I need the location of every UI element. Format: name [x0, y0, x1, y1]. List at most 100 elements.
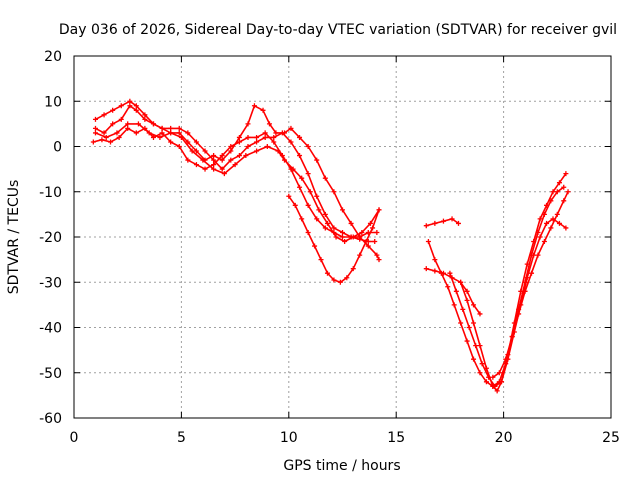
data-point-marker	[260, 107, 266, 113]
x-tick-label: 10	[280, 430, 298, 446]
data-point-marker	[290, 166, 296, 172]
data-point-marker	[477, 370, 483, 376]
x-tick-label: 5	[177, 430, 186, 446]
data-point-marker	[202, 148, 208, 154]
data-point-marker	[133, 107, 139, 113]
y-tick-label: -20	[39, 230, 62, 246]
data-point-marker	[228, 148, 234, 154]
data-point-marker	[565, 189, 571, 195]
data-point-marker	[262, 130, 268, 136]
data-point-marker	[458, 279, 464, 285]
data-point-marker	[524, 275, 530, 281]
data-point-marker	[232, 162, 238, 168]
data-point-marker	[490, 374, 496, 380]
data-point-marker	[544, 202, 550, 208]
grid	[74, 56, 611, 418]
data-point-marker	[273, 130, 279, 136]
data-point-marker	[451, 302, 457, 308]
data-point-marker	[464, 288, 470, 294]
y-tick-label: 0	[53, 140, 62, 156]
data-point-marker	[466, 325, 472, 330]
data-point-marker	[114, 130, 120, 136]
data-point-marker	[318, 257, 324, 263]
y-tick-label: 20	[44, 49, 62, 65]
data-point-marker	[333, 234, 339, 240]
data-point-marker	[176, 130, 182, 136]
data-point-marker	[245, 121, 251, 127]
y-tick-labels: -60 -50 -40 -30 -20 -10 0 10 20	[39, 49, 62, 427]
data-point-marker	[271, 134, 277, 140]
data-point-marker	[211, 153, 217, 159]
data-point-marker	[490, 383, 496, 389]
data-point-marker	[322, 225, 328, 231]
data-point-marker	[90, 139, 96, 145]
data-series-arc-4	[92, 121, 382, 245]
data-point-marker	[340, 229, 345, 235]
data-point-marker	[110, 121, 116, 127]
data-point-marker	[365, 243, 371, 249]
data-point-marker	[282, 130, 288, 136]
data-point-marker	[544, 220, 550, 226]
data-point-marker	[471, 320, 477, 326]
data-point-marker	[275, 148, 281, 154]
data-point-marker	[531, 239, 537, 245]
data-point-marker	[344, 275, 350, 281]
data-point-marker	[473, 343, 479, 349]
y-tick-label: -40	[39, 321, 62, 337]
series-trace	[94, 100, 380, 261]
data-point-marker	[243, 153, 249, 159]
data-point-marker	[157, 134, 163, 140]
data-point-marker	[453, 288, 459, 294]
data-point-marker	[460, 306, 466, 312]
data-point-marker	[254, 148, 260, 154]
data-point-marker	[185, 130, 191, 136]
x-tick-label: 15	[387, 430, 405, 446]
data-point-marker	[374, 229, 380, 235]
data-point-marker	[496, 370, 502, 376]
data-point-marker	[305, 144, 311, 149]
data-series	[90, 98, 571, 394]
data-point-marker	[556, 180, 562, 186]
data-point-marker	[314, 157, 320, 163]
data-point-marker	[370, 225, 376, 231]
data-point-marker	[133, 130, 139, 136]
data-point-marker	[314, 193, 320, 199]
data-point-marker	[350, 234, 356, 240]
data-point-marker	[219, 157, 225, 163]
data-point-marker	[322, 175, 328, 181]
data-point-marker	[254, 139, 260, 145]
data-point-marker	[142, 112, 148, 118]
data-point-marker	[314, 216, 320, 222]
data-point-marker	[316, 207, 322, 213]
data-point-marker	[101, 130, 107, 136]
data-point-marker	[118, 116, 124, 122]
data-point-marker	[477, 343, 483, 349]
data-point-marker	[297, 153, 303, 159]
data-point-marker	[447, 270, 453, 276]
data-point-marker	[176, 144, 182, 149]
data-point-marker	[292, 202, 298, 208]
data-point-marker	[168, 139, 174, 145]
data-point-marker	[445, 284, 451, 290]
data-point-marker	[245, 144, 251, 149]
data-point-marker	[563, 171, 569, 177]
data-point-marker	[288, 139, 294, 145]
data-point-marker	[101, 112, 107, 118]
x-tick-label: 0	[70, 430, 79, 446]
data-point-marker	[376, 207, 382, 213]
data-point-marker	[529, 270, 535, 276]
data-point-marker	[202, 166, 208, 172]
data-point-marker	[200, 157, 206, 163]
data-point-marker	[548, 225, 554, 231]
data-point-marker	[282, 157, 288, 163]
data-point-marker	[423, 223, 429, 229]
data-point-marker	[305, 171, 311, 177]
data-point-marker	[374, 252, 380, 258]
data-point-marker	[432, 268, 438, 274]
data-point-marker	[342, 239, 348, 245]
data-series-arc-3	[92, 98, 382, 263]
data-point-marker	[554, 211, 560, 217]
data-point-marker	[350, 266, 356, 272]
data-point-marker	[185, 139, 191, 145]
